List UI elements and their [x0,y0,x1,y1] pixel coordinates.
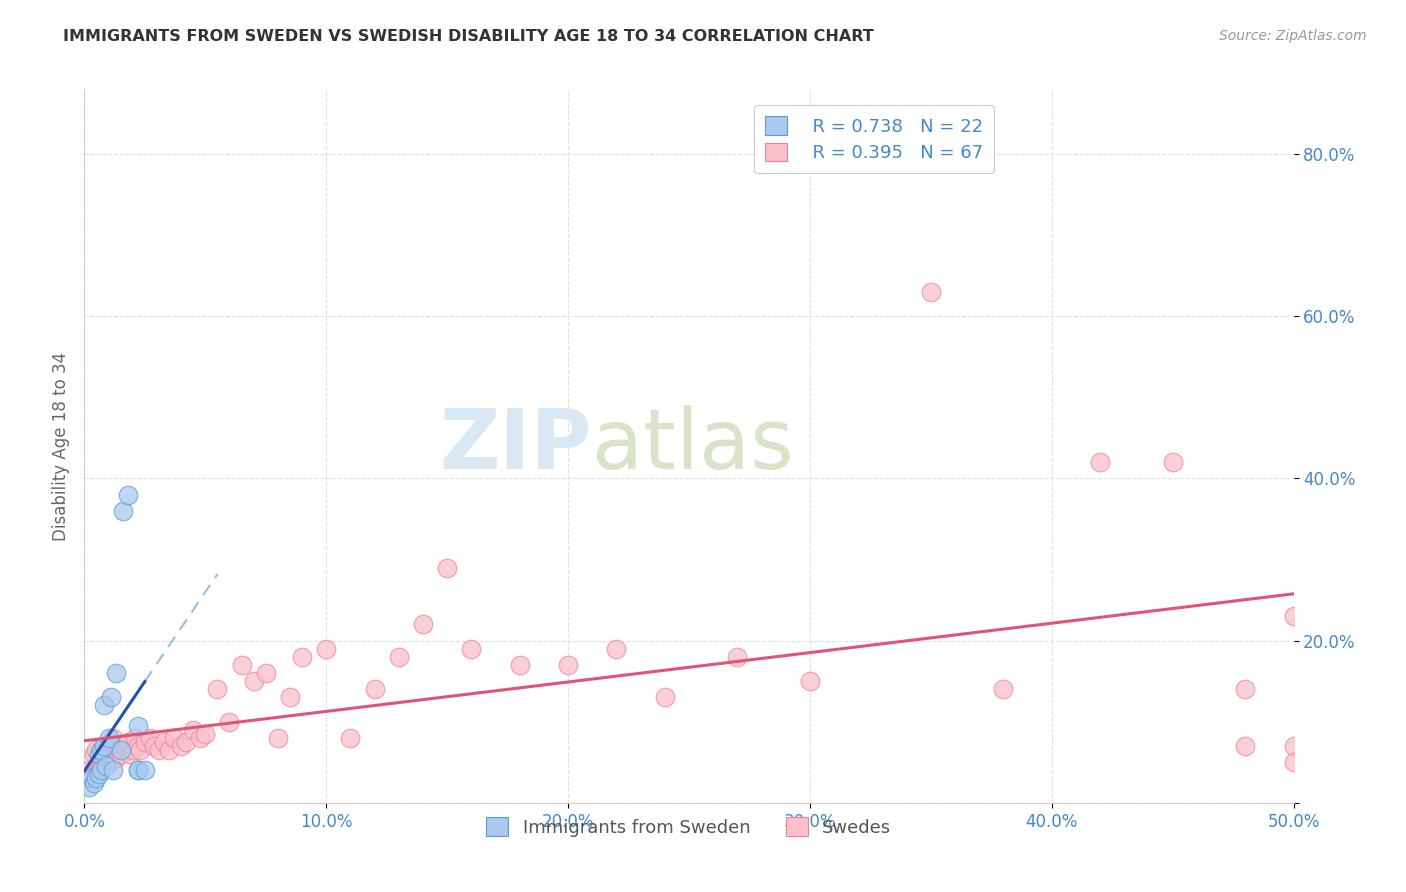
Point [76,772,98,786]
Point [190,731,212,745]
Point [138,731,160,745]
Point [87,767,110,781]
Point [1234,682,1257,697]
Point [129,743,152,757]
Point [339,731,361,745]
Point [87,764,110,778]
Point [90,759,112,773]
Point [127,764,149,778]
Point [231,657,253,672]
Point [254,666,277,681]
Point [93,747,115,761]
Point [412,617,434,632]
Point [153,735,176,749]
Point [86,743,108,757]
Point [170,739,193,753]
Point [86,767,108,781]
Point [100,739,122,753]
Point [1161,455,1184,469]
Point [83,747,105,761]
Point [127,739,149,753]
Point [103,764,125,778]
Point [174,735,197,749]
Text: IMMIGRANTS FROM SWEDEN VS SWEDISH DISABILITY AGE 18 TO 34 CORRELATION CHART: IMMIGRANTS FROM SWEDEN VS SWEDISH DISABI… [63,29,875,44]
Point [104,666,127,681]
Point [83,775,105,789]
Point [93,739,115,753]
Point [315,641,337,656]
Point [77,780,100,794]
Point [90,764,112,778]
Point [993,682,1015,697]
Point [388,649,411,664]
Text: ZIP: ZIP [440,406,592,486]
Point [117,488,139,502]
Point [100,690,122,705]
Point [157,743,180,757]
Point [509,657,531,672]
Point [127,719,149,733]
Point [83,764,105,778]
Point [124,731,146,745]
Point [654,690,676,705]
Point [267,731,290,745]
Point [127,764,149,778]
Point [110,743,132,757]
Point [242,674,264,689]
Point [97,756,120,770]
Point [278,690,301,705]
Point [207,682,229,697]
Point [117,735,139,749]
Point [1282,609,1305,624]
Point [121,743,143,757]
Point [363,682,385,697]
Point [103,731,125,745]
Point [291,649,314,664]
Point [725,649,748,664]
Point [194,727,217,741]
Point [80,767,103,781]
Point [148,743,170,757]
Point [218,714,240,729]
Point [134,764,156,778]
Point [87,747,110,761]
Point [80,772,103,786]
Point [77,764,100,778]
Point [94,751,117,765]
Point [97,731,120,745]
Point [94,759,117,773]
Point [107,743,129,757]
Text: Source: ZipAtlas.com: Source: ZipAtlas.com [1219,29,1367,43]
Point [920,285,942,299]
Point [181,723,204,737]
Point [90,743,112,757]
Point [104,751,127,765]
Point [1282,756,1305,770]
Point [1088,455,1111,469]
Point [1282,739,1305,753]
Point [460,641,482,656]
Legend: Immigrants from Sweden, Swedes: Immigrants from Sweden, Swedes [479,810,898,844]
Y-axis label: Disability Age 18 to 34: Disability Age 18 to 34 [52,351,70,541]
Point [112,504,135,518]
Point [436,560,458,574]
Point [605,641,627,656]
Point [120,747,142,761]
Point [86,772,108,786]
Point [112,739,135,753]
Point [110,747,132,761]
Point [799,674,821,689]
Point [114,739,136,753]
Text: atlas: atlas [592,406,794,486]
Point [93,698,115,713]
Point [143,739,166,753]
Point [557,657,579,672]
Point [163,731,186,745]
Point [134,735,156,749]
Point [1234,739,1257,753]
